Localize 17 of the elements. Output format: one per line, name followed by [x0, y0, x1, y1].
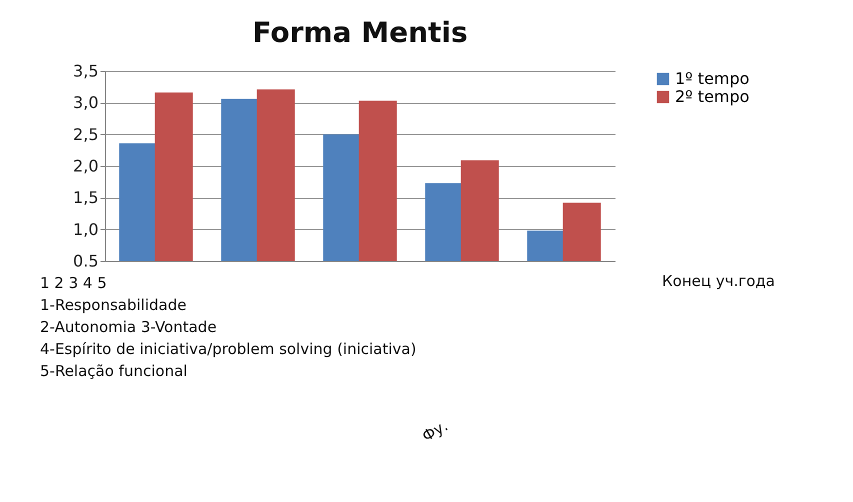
text: 1 2 3 4 5 — [40, 274, 107, 292]
text: 1-Responsabilidade — [40, 296, 186, 314]
chart-title: Forma Mentis — [252, 16, 468, 49]
legend-label: 2º tempo — [675, 87, 750, 106]
y-tick-label: 2,5 — [73, 124, 98, 144]
text: Конец уч.года — [662, 272, 775, 290]
y-tick-label: 1,5 — [73, 188, 98, 208]
y-tick-label: 1,0 — [73, 220, 98, 239]
text: 2-Autonomia 3-Vontade — [40, 318, 217, 336]
legend-label: 1º tempo — [675, 69, 750, 88]
text: 5-Relação funcional — [40, 362, 188, 380]
y-tick-label: 2,0 — [73, 156, 98, 176]
text: 4-Espírito de iniciativa/problem solving (iniciativa) — [40, 340, 416, 358]
y-tick-label: 3,0 — [73, 93, 98, 112]
y-tick-label: 0.5 — [73, 252, 98, 270]
text: Фу. — [419, 416, 451, 446]
y-tick-label: 3,5 — [73, 62, 98, 80]
